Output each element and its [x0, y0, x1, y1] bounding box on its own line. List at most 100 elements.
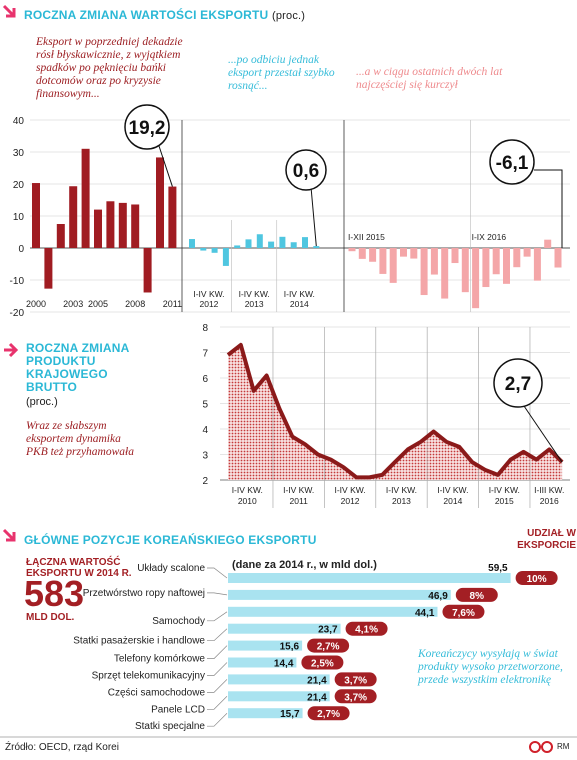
bar: [379, 248, 387, 274]
bar: [131, 204, 140, 248]
category-label: Sprzęt telekomunikacyjny: [92, 671, 205, 682]
x-tick-label: I-XII 2015: [348, 232, 385, 242]
share-label: 2,7%: [317, 642, 340, 653]
bar: [156, 157, 164, 248]
bar: [472, 248, 480, 309]
bar: [32, 183, 40, 248]
bar: [200, 248, 207, 251]
bar: [430, 248, 438, 275]
bar: [461, 248, 469, 293]
x-tick-label: 2010: [238, 496, 257, 506]
share-pill: [301, 655, 344, 670]
x-period-label: I-IV KW.: [489, 485, 520, 495]
line: [226, 342, 564, 480]
share-label: 4,1%: [355, 625, 378, 636]
bar: [400, 248, 407, 257]
share-pill: [334, 689, 377, 704]
y-tick-label: 6: [202, 374, 208, 385]
bar: [143, 248, 152, 293]
bar: [69, 186, 78, 248]
bar: [81, 148, 90, 248]
y-tick-label: 2: [202, 476, 208, 487]
bar: [56, 224, 65, 248]
x-tick-label: I-IX 2016: [472, 232, 507, 242]
chart-subtitle: (dane za 2014 r., w mld dol.): [232, 559, 377, 571]
bar: [228, 708, 303, 719]
bar: [544, 239, 552, 248]
chart-subtitle: (proc.): [26, 396, 58, 408]
bar: [533, 248, 541, 281]
category-label: Panele LCD: [151, 704, 205, 715]
callout: [489, 139, 535, 185]
x-period-label: I-IV KW.: [284, 289, 315, 299]
share-label: 7,6%: [452, 608, 475, 619]
callout-pointer: [534, 169, 563, 248]
bar: [420, 248, 428, 296]
category-label: Statki specjalne: [135, 721, 205, 732]
x-tick-label: 2000: [26, 299, 46, 309]
value-label: 0,6: [293, 161, 319, 182]
x-tick-label: 2011: [163, 299, 182, 309]
callout: [124, 104, 170, 150]
x-period-label: I-IV KW.: [386, 485, 417, 495]
title-row: ROCZNA ZMIANA WARTOŚCI EKSPORTU (proc.): [24, 8, 305, 22]
category-label: Statki pasażerskie i handlowe: [73, 636, 205, 647]
x-period-label: I-III KW.: [534, 485, 564, 495]
y-tick-label: 8: [202, 323, 208, 334]
y-tick-label: 4: [202, 425, 208, 436]
y-tick-label: 30: [13, 148, 25, 159]
bar: [492, 248, 500, 275]
x-period-label: I-IV KW.: [437, 485, 468, 495]
category-label: Przetwórstwo ropy naftowej: [83, 588, 205, 599]
y-tick-label: 20: [13, 180, 25, 191]
bar: [358, 248, 366, 259]
bar: [168, 186, 177, 248]
bar: [94, 209, 102, 248]
share-pill: [515, 571, 558, 585]
x-period-label: I-IV KW.: [239, 289, 270, 299]
share-pill: [455, 587, 498, 602]
share-pill: [442, 604, 485, 619]
value-label: 59,5: [488, 563, 508, 574]
bar: [228, 657, 297, 668]
callout: [493, 358, 543, 408]
y-tick-label: -10: [10, 276, 25, 287]
category-label: Samochody: [152, 616, 205, 627]
logo-icon: [529, 741, 541, 753]
share-label: 3,7%: [344, 692, 367, 703]
y-tick-label: 7: [202, 349, 208, 360]
callout-pointer: [310, 186, 317, 247]
value-label: 15,7: [280, 709, 300, 720]
bar: [228, 674, 330, 685]
leader-line: [207, 712, 228, 727]
arrow-icon: [2, 528, 16, 542]
total-unit: MLD DOL.: [26, 612, 75, 623]
bar: [513, 248, 521, 268]
chart-title: GŁÓWNE POZYCJE KOREAŃSKIEGO EKSPORTU: [24, 533, 317, 547]
annotation: Eksport w poprzedniej dekadzie rósł błys…: [36, 36, 183, 100]
y-tick-label: 10: [13, 212, 25, 223]
bar: [228, 573, 511, 583]
bar: [451, 248, 459, 264]
x-period-label: I-IV KW.: [193, 289, 224, 299]
bar: [228, 623, 341, 634]
bar: [228, 691, 330, 702]
share-title: UDZIAŁ W EKSPORCIE: [517, 528, 576, 551]
leader-line: [207, 662, 228, 676]
annotation: Koreańczycy wysyłają w świat produkty wy…: [418, 648, 563, 686]
x-period-label: I-IV KW.: [283, 485, 314, 495]
arrow-icon: [2, 4, 16, 18]
x-tick-label: 2012: [341, 496, 360, 506]
value-label: -6,1: [496, 153, 529, 174]
x-tick-label: 2012: [199, 299, 218, 309]
bar: [268, 241, 275, 248]
leader-line: [207, 567, 228, 579]
bar: [554, 248, 562, 268]
bar: [228, 606, 438, 617]
chart-title: ROCZNA ZMIANA PRODUKTU KRAJOWEGO BRUTTO: [26, 341, 130, 394]
y-tick-label: -20: [10, 308, 25, 319]
bar: [234, 245, 241, 248]
leader-line: [207, 592, 228, 596]
